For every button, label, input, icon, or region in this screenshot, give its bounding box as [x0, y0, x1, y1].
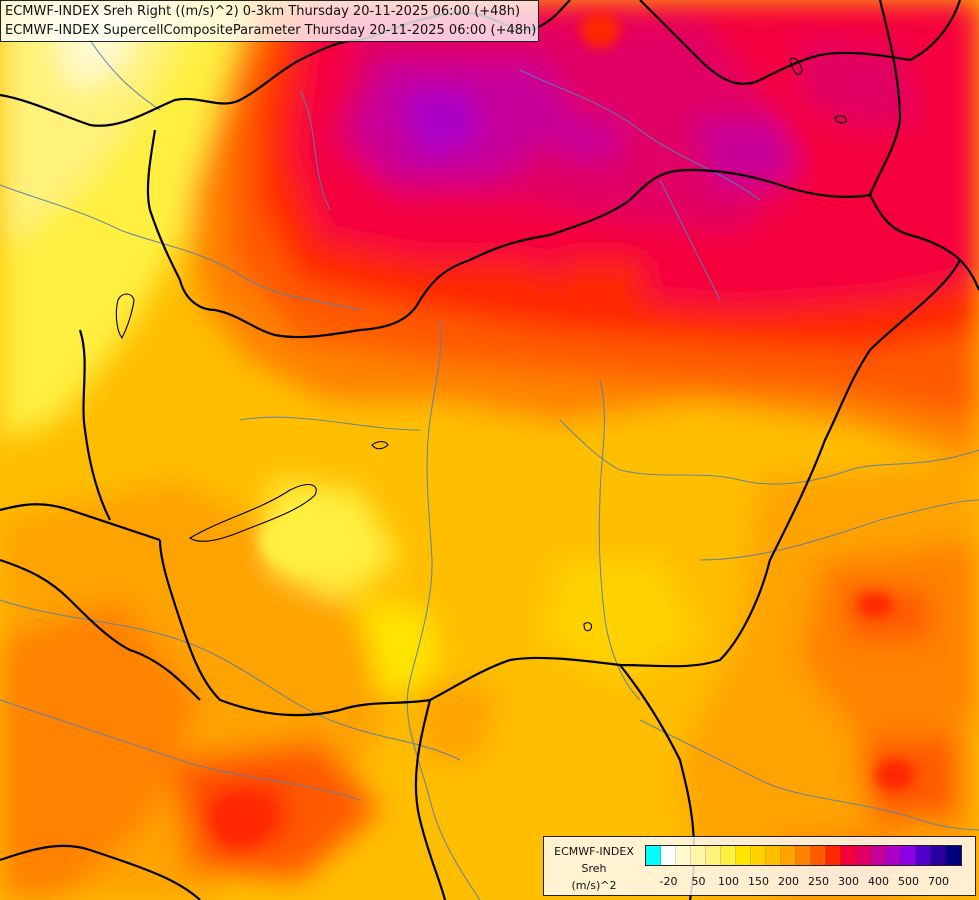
- legend-swatch: [706, 846, 721, 865]
- legend-swatch: [781, 846, 796, 865]
- legend-tick-label: 200: [778, 875, 799, 888]
- legend-tick-label: -20: [659, 875, 678, 888]
- legend-swatch: [856, 846, 871, 865]
- legend-tick-label: 50: [691, 875, 706, 888]
- legend-swatch: [691, 846, 706, 865]
- legend-unit: (m/s)^2: [571, 879, 617, 892]
- legend-swatch: [796, 846, 811, 865]
- legend-swatch: [736, 846, 751, 865]
- legend-swatch: [751, 846, 766, 865]
- color-legend: ECMWF-INDEX Sreh (m/s)^2 -20 50 100 150 200 2…: [543, 836, 976, 896]
- rivers: [0, 39, 979, 900]
- legend-tick-label: 300: [838, 875, 859, 888]
- legend-swatch: [871, 846, 886, 865]
- title-line-2: ECMWF-INDEX SupercellCompositeParameter …: [5, 23, 537, 38]
- legend-swatch: [646, 846, 661, 865]
- legend-swatch: [901, 846, 916, 865]
- legend-tick-label: 150: [748, 875, 769, 888]
- legend-swatch: [946, 846, 961, 865]
- legend-swatch: [676, 846, 691, 865]
- legend-swatch: [826, 846, 841, 865]
- legend-tick-label: 250: [808, 875, 829, 888]
- legend-swatch: [766, 846, 781, 865]
- legend-tick-label: 100: [718, 875, 739, 888]
- legend-source: ECMWF-INDEX: [554, 845, 634, 858]
- map-title-box: ECMWF-INDEX Sreh Right ((m/s)^2) 0-3km T…: [0, 0, 539, 42]
- legend-tick-label: 400: [868, 875, 889, 888]
- legend-swatch: [931, 846, 946, 865]
- legend-swatch: [916, 846, 931, 865]
- legend-swatch: [721, 846, 736, 865]
- legend-swatch: [661, 846, 676, 865]
- legend-color-scale: [645, 845, 962, 866]
- legend-swatch: [886, 846, 901, 865]
- lakes: [115, 57, 847, 632]
- legend-swatch: [841, 846, 856, 865]
- legend-swatch: [811, 846, 826, 865]
- legend-variable: Sreh: [581, 862, 607, 875]
- legend-tick-label: 700: [928, 875, 949, 888]
- title-line-1: ECMWF-INDEX Sreh Right ((m/s)^2) 0-3km T…: [5, 4, 521, 19]
- legend-tick-label: 500: [898, 875, 919, 888]
